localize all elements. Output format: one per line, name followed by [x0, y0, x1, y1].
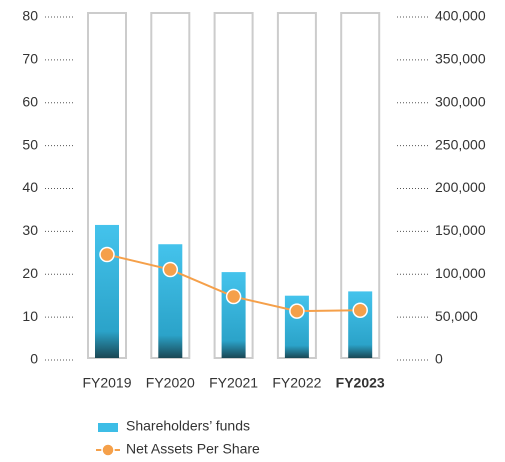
y2-tick-label: 50,000 — [435, 308, 478, 324]
line-marker — [352, 302, 368, 319]
x-tick-label: FY2020 — [146, 375, 195, 391]
bar — [221, 272, 246, 358]
x-tick-label: FY2023 — [336, 375, 385, 391]
y-tick-label: 50 — [22, 136, 38, 152]
y-tick-label: 20 — [22, 265, 38, 281]
y-tick-label: 30 — [22, 222, 38, 238]
legend-swatch — [101, 443, 115, 457]
y2-tick-label: 150,000 — [435, 222, 486, 238]
y-tick-label: 10 — [22, 308, 38, 324]
line-marker — [99, 246, 115, 263]
y2-tick-label: 300,000 — [435, 93, 486, 109]
y-tick-label: 60 — [22, 93, 38, 109]
line-marker — [162, 261, 179, 278]
x-tick-label: FY2021 — [209, 375, 258, 391]
legend-label: Net Assets Per Share — [126, 441, 260, 457]
bar — [348, 291, 373, 358]
x-tick-label: FY2022 — [272, 375, 321, 391]
y-tick-label: 0 — [30, 351, 38, 367]
y2-tick-label: 200,000 — [435, 179, 486, 195]
line-marker — [225, 288, 242, 305]
y2-tick-label: 400,000 — [435, 8, 486, 24]
legend-swatch — [98, 423, 118, 432]
line-marker — [289, 303, 305, 319]
y2-tick-label: 350,000 — [435, 51, 486, 67]
bar — [158, 244, 183, 358]
y-tick-label: 80 — [22, 8, 38, 24]
y-tick-label: 70 — [22, 51, 38, 67]
y2-tick-label: 100,000 — [435, 265, 486, 281]
bar — [95, 224, 119, 358]
y-tick-label: 40 — [22, 179, 38, 195]
y2-tick-label: 0 — [435, 351, 443, 367]
legend-label: Shareholders’ funds — [126, 418, 250, 434]
y2-tick-label: 250,000 — [435, 136, 486, 152]
x-tick-label: FY2019 — [82, 375, 131, 391]
